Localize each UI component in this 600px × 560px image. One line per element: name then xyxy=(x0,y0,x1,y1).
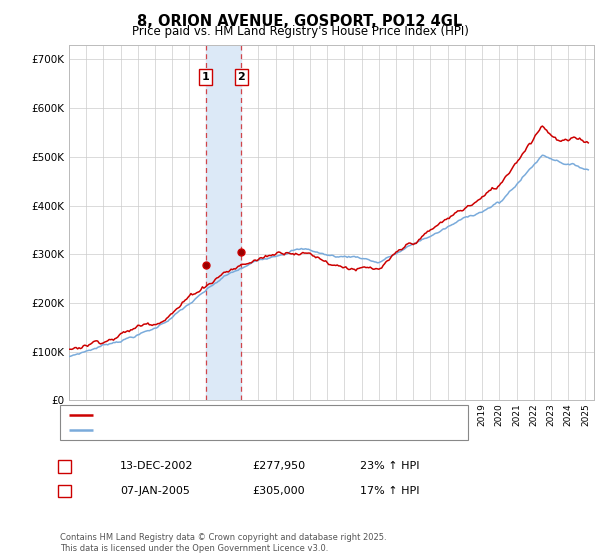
Text: £277,950: £277,950 xyxy=(252,461,305,472)
Text: £305,000: £305,000 xyxy=(252,486,305,496)
Text: 13-DEC-2002: 13-DEC-2002 xyxy=(120,461,193,472)
Text: 07-JAN-2005: 07-JAN-2005 xyxy=(120,486,190,496)
Text: HPI: Average price, detached house, Gosport: HPI: Average price, detached house, Gosp… xyxy=(100,425,335,435)
Text: 1: 1 xyxy=(61,461,68,472)
Text: 8, ORION AVENUE, GOSPORT, PO12 4GL (detached house): 8, ORION AVENUE, GOSPORT, PO12 4GL (deta… xyxy=(100,409,403,419)
Text: 1: 1 xyxy=(202,72,210,82)
Bar xyxy=(206,45,241,400)
Text: 17% ↑ HPI: 17% ↑ HPI xyxy=(360,486,419,496)
Text: Price paid vs. HM Land Registry's House Price Index (HPI): Price paid vs. HM Land Registry's House … xyxy=(131,25,469,38)
Text: 2: 2 xyxy=(238,72,245,82)
Text: Contains HM Land Registry data © Crown copyright and database right 2025.
This d: Contains HM Land Registry data © Crown c… xyxy=(60,533,386,553)
Text: 23% ↑ HPI: 23% ↑ HPI xyxy=(360,461,419,472)
Text: 2: 2 xyxy=(61,486,68,496)
Text: 8, ORION AVENUE, GOSPORT, PO12 4GL: 8, ORION AVENUE, GOSPORT, PO12 4GL xyxy=(137,14,463,29)
